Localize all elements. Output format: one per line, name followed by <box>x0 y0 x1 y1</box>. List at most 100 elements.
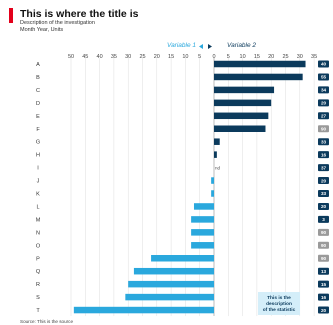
no-data-marker: nd <box>215 166 221 171</box>
value-badge-label: 16 <box>321 152 327 157</box>
category-label: N <box>36 230 40 236</box>
value-badge-label: 20 <box>321 308 327 313</box>
category-label: C <box>36 88 40 94</box>
value-badge <box>318 190 329 197</box>
bar-variable-1 <box>133 267 214 275</box>
value-badge <box>318 215 329 223</box>
value-badges: 40 55 34 20 27 90 33 16 37 20 33 20 3 90 90 90 13 15 16 20 <box>318 60 329 314</box>
chart-subtitle: Description of the investigation <box>20 20 95 26</box>
value-badge-label: 90 <box>321 230 327 235</box>
value-badge <box>318 86 329 94</box>
category-label: T <box>36 308 40 314</box>
value-badge <box>318 164 329 172</box>
bar-variable-1 <box>191 242 214 249</box>
value-badge-label: 90 <box>321 126 327 131</box>
category-label: P <box>36 256 40 262</box>
category-labels: A B C D E F G H I J KL M N O P Q R S T <box>36 62 41 314</box>
bar-variable-2 <box>214 86 275 94</box>
x-tick-label: 10 <box>240 54 246 60</box>
value-badge <box>318 112 329 120</box>
value-badge-label: 15 <box>321 282 327 287</box>
bar-variable-1 <box>191 229 214 236</box>
value-badge <box>318 177 329 185</box>
legend-variable-1: Variable 1 <box>167 42 196 49</box>
value-badge <box>318 280 329 288</box>
bar-variable-2 <box>214 99 272 107</box>
bar-variable-1 <box>191 216 214 223</box>
legend-left-arrow-icon <box>199 44 203 49</box>
bars: nd <box>73 60 306 314</box>
value-badge-label: 13 <box>321 269 327 274</box>
bar-variable-2 <box>214 138 220 145</box>
source-note: Source: This is the source <box>20 319 73 324</box>
value-badge-label: 34 <box>321 88 327 93</box>
bar-variable-1 <box>128 280 214 288</box>
x-tick-label: 5 <box>198 54 201 60</box>
note-line-1: This is the <box>267 295 291 301</box>
value-badge <box>318 125 329 133</box>
x-tick-label: 20 <box>268 54 274 60</box>
value-badge <box>318 138 329 146</box>
x-tick-label: 35 <box>311 54 317 60</box>
category-label: M <box>36 217 41 223</box>
x-axis-ticks: 50 45 40 35 30 25 20 15 10 5 0 5 10 15 20 25 30 35 <box>68 54 317 60</box>
x-tick-label: 25 <box>282 54 288 60</box>
note-line-3: of the statistic <box>263 307 296 313</box>
category-label: J <box>37 179 40 185</box>
x-tick-label: 15 <box>168 54 174 60</box>
bar-variable-1 <box>211 177 214 184</box>
category-label: R <box>36 282 40 288</box>
x-tick-label: 30 <box>125 54 131 60</box>
category-label: L <box>36 204 39 210</box>
value-badge <box>318 228 329 236</box>
x-tick-label: 30 <box>297 54 303 60</box>
value-badge-label: 40 <box>321 62 327 67</box>
bar-variable-2 <box>214 60 306 68</box>
value-badge <box>318 73 329 81</box>
legend-right-arrow-icon <box>208 44 212 49</box>
value-badge-label: 16 <box>321 295 327 300</box>
value-badge-label: 37 <box>321 165 327 170</box>
value-badge-label: 3 <box>322 217 325 222</box>
value-badge <box>318 293 329 301</box>
x-tick-label: 50 <box>68 54 74 60</box>
note-box <box>258 292 300 315</box>
value-badge <box>318 99 329 107</box>
category-label: O <box>36 243 41 249</box>
category-label: B <box>36 75 40 81</box>
value-badge-label: 90 <box>321 256 327 261</box>
bar-variable-2 <box>214 112 269 120</box>
value-badge <box>318 202 329 210</box>
bar-variable-2 <box>214 73 303 81</box>
description-note: This is the description of the statistic <box>258 292 300 315</box>
category-label: A <box>36 62 40 68</box>
category-label: F <box>36 127 40 133</box>
x-tick-label: 10 <box>182 54 188 60</box>
value-badge <box>318 306 329 314</box>
title-accent-bar <box>9 8 13 23</box>
category-label: Q <box>36 269 41 275</box>
grid-lines <box>70 58 315 317</box>
bar-variable-1 <box>151 255 214 262</box>
bar-variable-1 <box>125 293 214 301</box>
value-badge-label: 20 <box>321 101 327 106</box>
value-badge <box>318 254 329 262</box>
category-label: K <box>36 192 40 198</box>
value-badge-label: 33 <box>321 191 327 196</box>
value-badge-label: 55 <box>321 75 327 80</box>
value-badge <box>318 241 329 249</box>
category-label: H <box>36 153 40 159</box>
value-badge <box>318 267 329 275</box>
bar-variable-2 <box>214 151 217 158</box>
value-badge <box>318 60 329 68</box>
chart-title: This is where the title is <box>20 8 139 20</box>
x-tick-label: 15 <box>254 54 260 60</box>
category-label: D <box>36 101 40 107</box>
value-badge-label: 27 <box>321 114 327 119</box>
category-label: G <box>36 140 40 146</box>
bar-variable-2 <box>214 125 266 132</box>
x-tick-label: 40 <box>97 54 103 60</box>
x-tick-label: 25 <box>139 54 145 60</box>
x-tick-label: 35 <box>111 54 117 60</box>
